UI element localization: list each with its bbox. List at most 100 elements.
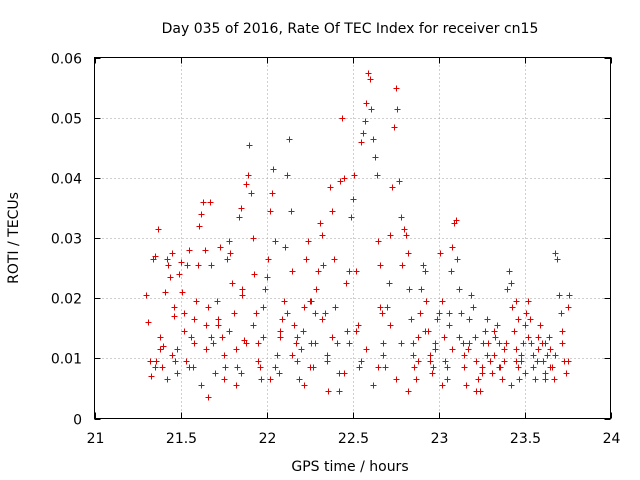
- data-point: [191, 316, 198, 323]
- data-point: [167, 274, 174, 281]
- data-point: [147, 358, 154, 365]
- data-point: [181, 310, 188, 317]
- data-point: [183, 358, 190, 365]
- data-point: [527, 316, 534, 323]
- data-point: [460, 340, 467, 347]
- data-point: [274, 352, 281, 359]
- y-tick-label: 0.04: [51, 172, 82, 188]
- data-point: [312, 340, 319, 347]
- data-point: [415, 334, 422, 341]
- data-point: [171, 304, 178, 311]
- data-point: [399, 262, 406, 269]
- data-point: [542, 376, 549, 383]
- data-point: [530, 352, 537, 359]
- data-point: [372, 154, 379, 161]
- data-point: [525, 298, 532, 305]
- data-point: [288, 208, 295, 215]
- data-point: [410, 352, 417, 359]
- data-point: [229, 280, 236, 287]
- data-point: [269, 190, 276, 197]
- data-point: [558, 310, 565, 317]
- data-point: [217, 244, 224, 251]
- data-point: [255, 340, 262, 347]
- data-point: [506, 268, 513, 275]
- data-point: [325, 388, 332, 395]
- data-point: [226, 328, 233, 335]
- data-point: [164, 256, 171, 263]
- data-point: [153, 358, 160, 365]
- data-point: [296, 376, 303, 383]
- x-tick-label: 24: [603, 431, 621, 447]
- data-point: [387, 232, 394, 239]
- data-point: [518, 352, 525, 359]
- data-point: [413, 376, 420, 383]
- data-point: [301, 304, 308, 311]
- data-point: [534, 358, 541, 365]
- data-point: [341, 370, 348, 377]
- data-point: [454, 256, 461, 263]
- data-point: [281, 298, 288, 305]
- y-tick-label: 0.02: [51, 292, 82, 308]
- data-point: [423, 298, 430, 305]
- data-point: [208, 262, 215, 269]
- data-point: [456, 334, 463, 341]
- x-tick-label: 21: [87, 431, 105, 447]
- data-point: [236, 214, 243, 221]
- data-point: [294, 334, 301, 341]
- y-tick-labels: 0 0.01 0.02 0.03 0.04 0.05 0.06: [51, 52, 82, 429]
- data-point: [511, 328, 518, 335]
- data-point: [532, 376, 539, 383]
- data-point: [178, 259, 185, 266]
- data-point: [360, 130, 367, 137]
- data-point: [196, 223, 203, 230]
- data-point: [406, 286, 413, 293]
- data-point: [198, 211, 205, 218]
- data-point: [365, 70, 372, 77]
- data-point: [363, 346, 370, 353]
- data-point: [375, 238, 382, 245]
- data-point: [540, 358, 547, 365]
- data-point: [181, 328, 188, 335]
- x-tick-label: 22: [259, 431, 277, 447]
- data-point: [224, 256, 231, 263]
- data-point: [157, 346, 164, 353]
- data-point: [429, 370, 436, 377]
- data-point: [479, 370, 486, 377]
- data-point: [270, 166, 277, 173]
- data-point: [195, 262, 202, 269]
- data-point: [164, 376, 171, 383]
- data-point: [446, 322, 453, 329]
- data-point: [358, 358, 365, 365]
- data-point: [398, 214, 405, 221]
- data-point: [515, 316, 522, 323]
- data-point: [458, 310, 465, 317]
- data-point: [307, 364, 314, 371]
- data-point: [356, 364, 363, 371]
- y-tick-label: 0: [73, 413, 82, 429]
- data-point: [231, 310, 238, 317]
- data-point: [427, 358, 434, 365]
- data-point: [491, 328, 498, 335]
- data-point: [537, 322, 544, 329]
- data-point: [494, 322, 501, 329]
- data-point: [513, 358, 520, 365]
- data-point: [267, 376, 274, 383]
- data-point: [159, 364, 166, 371]
- data-point: [449, 346, 456, 353]
- data-point: [294, 358, 301, 365]
- data-point: [308, 298, 315, 305]
- data-point: [444, 376, 451, 383]
- data-point: [315, 268, 322, 275]
- data-point: [496, 340, 503, 347]
- data-point: [542, 370, 549, 377]
- data-point: [250, 322, 257, 329]
- data-point: [258, 376, 265, 383]
- data-point: [250, 235, 257, 242]
- data-point: [417, 310, 424, 317]
- data-point: [358, 139, 365, 146]
- x-tick-label: 21.5: [166, 431, 197, 447]
- data-point: [448, 268, 455, 275]
- data-points: [143, 70, 573, 401]
- data-point: [207, 199, 214, 206]
- data-point: [291, 322, 298, 329]
